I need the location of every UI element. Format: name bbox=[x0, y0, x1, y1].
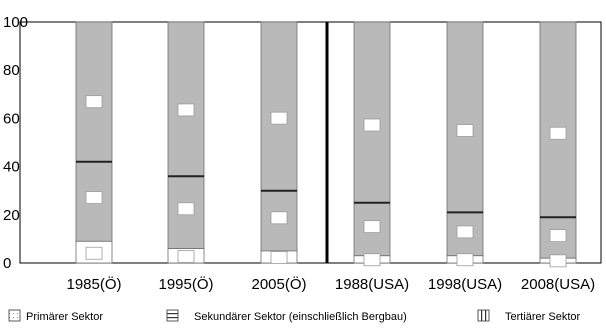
segment-marker-primary bbox=[177, 250, 195, 263]
segment-marker-primary bbox=[456, 253, 474, 267]
segment-marker-primary bbox=[85, 246, 103, 260]
y-tick-label: 20 bbox=[3, 207, 20, 224]
segment-marker-secondary bbox=[85, 191, 103, 204]
segment-marker-secondary bbox=[363, 220, 381, 234]
bar-tertiary-sector bbox=[75, 21, 113, 163]
legend-tertiary-swatch bbox=[477, 309, 490, 322]
segment-marker-tertiary bbox=[363, 118, 381, 132]
segment-marker-tertiary bbox=[456, 124, 474, 137]
legend-primary-swatch bbox=[8, 309, 21, 322]
segment-marker-primary bbox=[270, 251, 288, 264]
segment-marker-secondary bbox=[177, 202, 195, 216]
bar-tertiary-sector bbox=[539, 21, 577, 218]
segment-marker-primary bbox=[363, 253, 381, 267]
segment-marker-secondary bbox=[456, 225, 474, 239]
bar-tertiary-sector bbox=[446, 21, 484, 213]
bar-tertiary-sector bbox=[353, 21, 391, 204]
segment-marker-primary bbox=[549, 254, 567, 268]
segment-marker-secondary bbox=[270, 211, 288, 225]
segment-marker-tertiary bbox=[549, 126, 567, 140]
y-tick-label: 40 bbox=[3, 159, 20, 176]
segment-marker-tertiary bbox=[177, 103, 195, 117]
y-tick-label: 100 bbox=[3, 14, 28, 31]
x-category-label: 1985(Ö) bbox=[66, 275, 121, 293]
legend-primary-label: Primärer Sektor bbox=[26, 311, 103, 323]
x-category-label: 2005(Ö) bbox=[251, 275, 306, 293]
y-tick-label: 80 bbox=[3, 62, 20, 79]
plot-frame bbox=[19, 21, 602, 264]
x-category-label: 1988(USA) bbox=[335, 276, 409, 293]
x-category-label: 2008(USA) bbox=[521, 276, 595, 293]
x-category-label: 1995(Ö) bbox=[158, 275, 213, 293]
legend-secondary-label: Sekundärer Sektor (einschließlich Bergba… bbox=[194, 311, 407, 323]
segment-marker-tertiary bbox=[85, 95, 103, 109]
y-tick-label: 0 bbox=[3, 255, 11, 272]
x-category-label: 1998(USA) bbox=[428, 276, 502, 293]
legend-tertiary-label: Tertiärer Sektor bbox=[505, 311, 581, 323]
bar-tertiary-sector bbox=[167, 21, 205, 177]
segment-marker-tertiary bbox=[270, 111, 288, 125]
segment-marker-secondary bbox=[549, 229, 567, 243]
bar-tertiary-sector bbox=[260, 21, 298, 192]
legend-secondary-swatch bbox=[166, 309, 179, 322]
y-tick-label: 60 bbox=[3, 110, 20, 127]
